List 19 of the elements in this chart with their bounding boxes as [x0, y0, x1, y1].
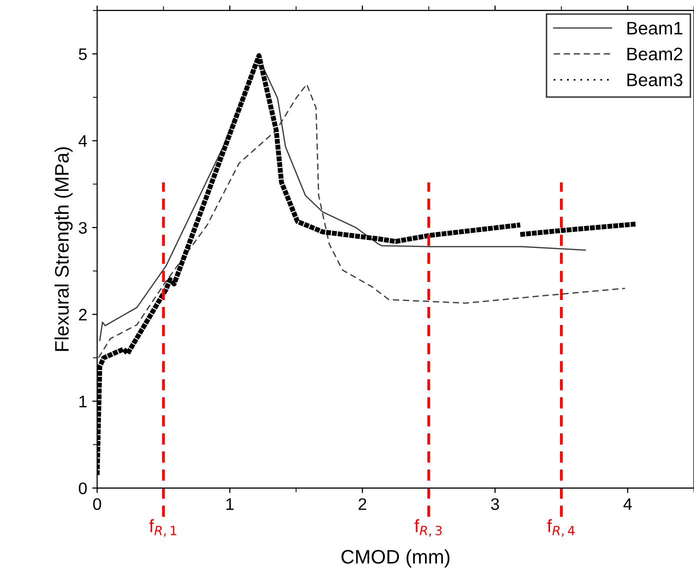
y-tick-label: 3 — [78, 222, 87, 234]
y-tick-label: 2 — [79, 308, 87, 320]
y-tick-label: 0 — [78, 482, 87, 494]
y-axis-title: Flexural Strength (MPa) — [54, 147, 73, 351]
y-tick-label: 1 — [79, 396, 87, 408]
x-tick-label: 1 — [226, 498, 234, 510]
ref-line-label: f$_{R,3}$ — [414, 519, 442, 537]
x-axis-title: CMOD (mm) — [341, 549, 450, 568]
x-tick-label: 0 — [93, 498, 102, 510]
y-tick-label: 5 — [78, 48, 87, 60]
ref-line-label: f$_{R,1}$ — [149, 519, 176, 537]
legend-label: Beam2 — [627, 48, 682, 60]
legend-label: Beam1 — [627, 22, 682, 35]
y-tick-label: 4 — [78, 135, 87, 147]
x-tick-label: 4 — [623, 498, 632, 510]
x-tick-label: 2 — [358, 498, 366, 510]
x-tick-label: 3 — [491, 498, 499, 510]
legend-label: Beam3 — [627, 73, 682, 86]
ref-line-label: f$_{R,4}$ — [547, 519, 575, 537]
